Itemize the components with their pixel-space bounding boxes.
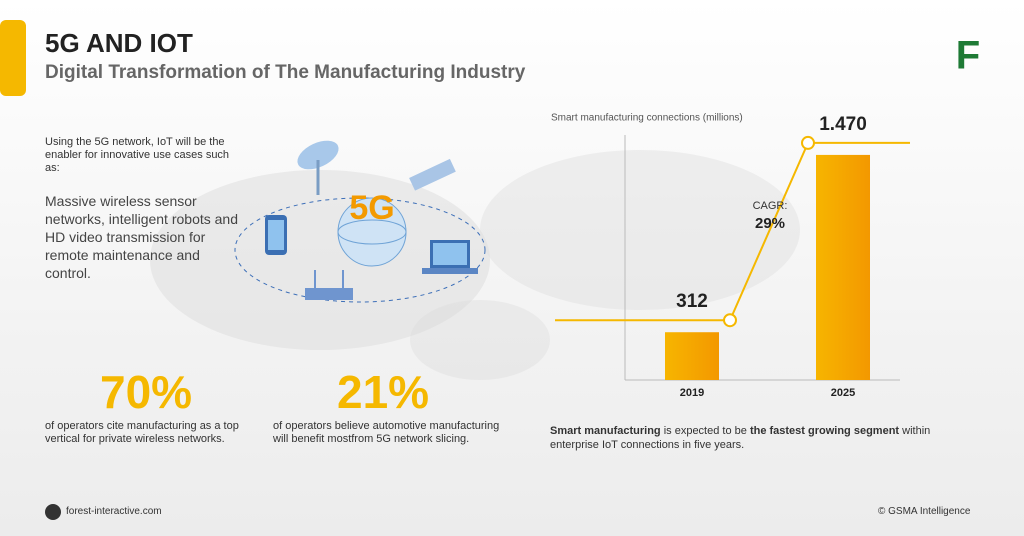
title: 5G AND IOT xyxy=(45,28,193,58)
connector-dot xyxy=(801,135,815,150)
map-decor xyxy=(150,150,800,380)
annotation: 29% xyxy=(755,215,785,232)
stat-text: of operators believe automotive manufact… xyxy=(273,420,500,445)
value-label: 1.470 xyxy=(819,114,867,135)
connector-dot xyxy=(723,313,737,328)
footer-site: forest-interactive.com xyxy=(66,506,162,517)
subtitle: Digital Transformation of The Manufactur… xyxy=(45,62,526,83)
value-label: 312 xyxy=(676,291,708,312)
stat-value: 70% xyxy=(100,366,193,418)
note-bold: Smart manufacturing xyxy=(550,425,661,437)
logo: F xyxy=(956,34,980,78)
chart-note: Smart manufacturing is expected to be th… xyxy=(550,424,982,452)
stat-text: of operators cite manufacturing as a top… xyxy=(45,420,239,445)
axis-title: Smart manufacturing connections (million… xyxy=(551,113,743,124)
note-bold: the fastest growing segment xyxy=(749,425,900,437)
connector xyxy=(555,141,910,322)
stat-value: 21% xyxy=(337,366,430,418)
svg-text:5G: 5G xyxy=(349,189,394,227)
x-tick-label: 2019 xyxy=(680,387,704,399)
note-text: is expected to be xyxy=(663,425,750,437)
x-tick-label: 2025 xyxy=(831,387,855,399)
accent-tab xyxy=(0,20,26,96)
network-illustration: 5G xyxy=(234,140,486,303)
intro-detail: Massive wireless sensor networks, intell… xyxy=(45,193,238,281)
annotation: CAGR: xyxy=(753,200,788,212)
bar xyxy=(665,332,719,380)
note-text: within enterprise IoT connections in fiv… xyxy=(550,425,931,451)
web-icon xyxy=(45,504,61,520)
footer-source: © GSMA Intelligence xyxy=(878,506,971,517)
intro-text: Using the 5G network, IoT will be the en… xyxy=(45,136,230,174)
bar xyxy=(816,154,870,380)
